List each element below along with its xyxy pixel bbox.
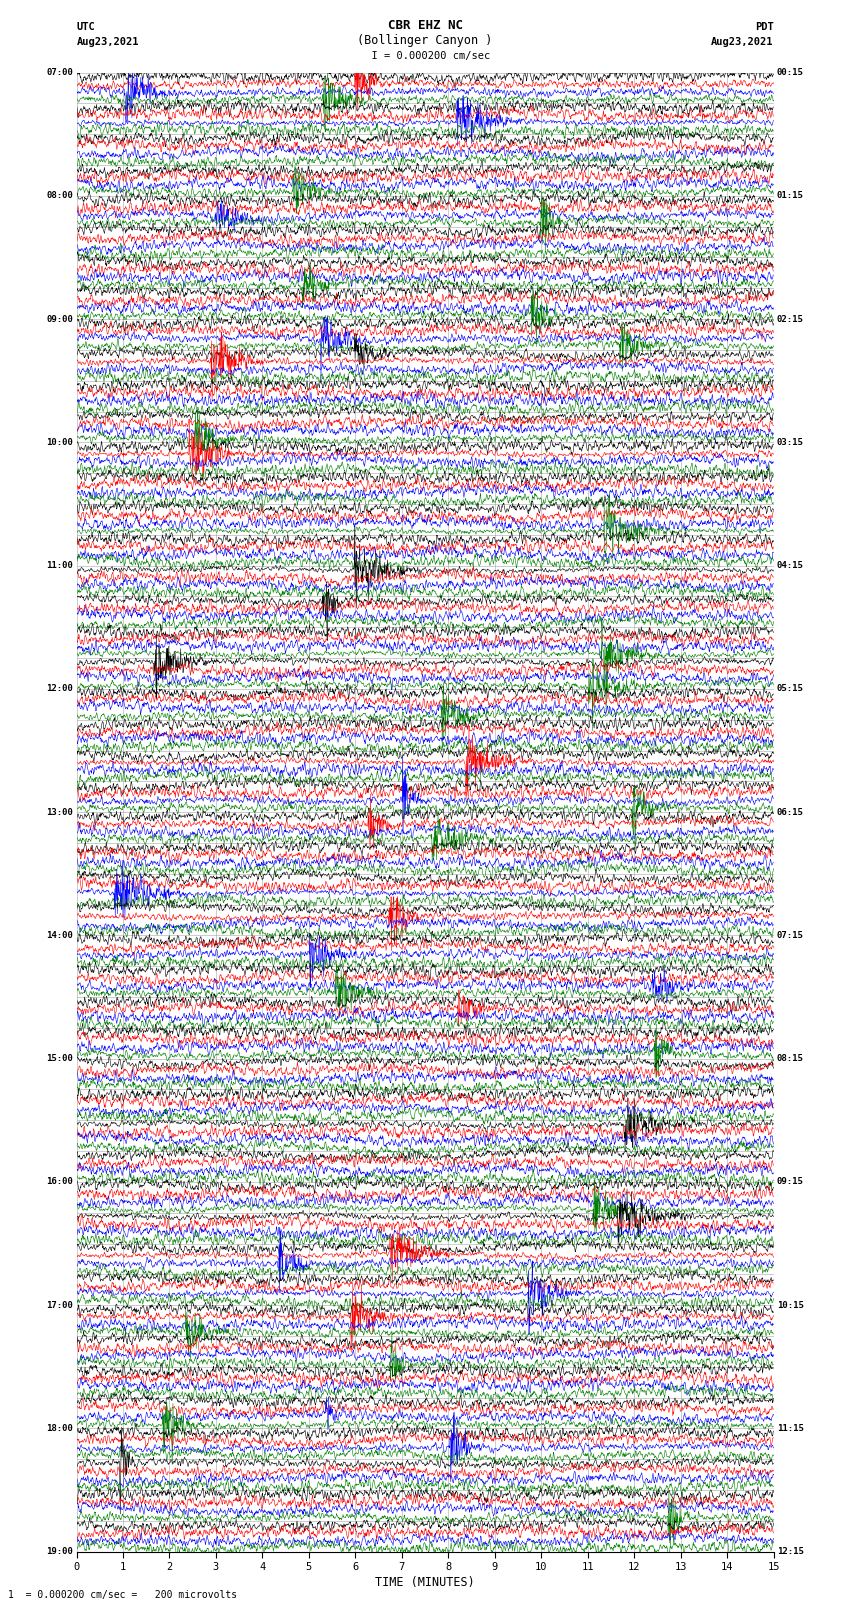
Text: 09:00: 09:00 [46,315,73,324]
Text: 14:00: 14:00 [46,931,73,940]
Text: 17:00: 17:00 [46,1300,73,1310]
Text: CBR EHZ NC: CBR EHZ NC [388,19,462,32]
Text: 07:15: 07:15 [777,931,804,940]
Text: 07:00: 07:00 [46,68,73,77]
Text: 01:15: 01:15 [777,192,804,200]
Text: 02:15: 02:15 [777,315,804,324]
Text: 06:15: 06:15 [777,808,804,816]
Text: 1  = 0.000200 cm/sec =   200 microvolts: 1 = 0.000200 cm/sec = 200 microvolts [8,1590,238,1600]
Text: 03:15: 03:15 [777,437,804,447]
Text: 13:00: 13:00 [46,808,73,816]
Text: 16:00: 16:00 [46,1177,73,1187]
Text: 05:15: 05:15 [777,684,804,694]
Text: Aug23,2021: Aug23,2021 [76,37,139,47]
Text: 12:00: 12:00 [46,684,73,694]
Text: PDT: PDT [755,23,774,32]
Text: UTC: UTC [76,23,95,32]
Text: 11:15: 11:15 [777,1424,804,1432]
Text: 08:15: 08:15 [777,1055,804,1063]
Text: 11:00: 11:00 [46,561,73,569]
Text: 12:15: 12:15 [777,1547,804,1557]
Text: 10:15: 10:15 [777,1300,804,1310]
Text: 09:15: 09:15 [777,1177,804,1187]
Text: 08:00: 08:00 [46,192,73,200]
Text: 19:00: 19:00 [46,1547,73,1557]
Text: 00:15: 00:15 [777,68,804,77]
Text: 18:00: 18:00 [46,1424,73,1432]
Text: Aug23,2021: Aug23,2021 [711,37,774,47]
X-axis label: TIME (MINUTES): TIME (MINUTES) [375,1576,475,1589]
Text: I = 0.000200 cm/sec: I = 0.000200 cm/sec [360,52,490,61]
Text: 15:00: 15:00 [46,1055,73,1063]
Text: 10:00: 10:00 [46,437,73,447]
Text: (Bollinger Canyon ): (Bollinger Canyon ) [357,34,493,47]
Text: 04:15: 04:15 [777,561,804,569]
